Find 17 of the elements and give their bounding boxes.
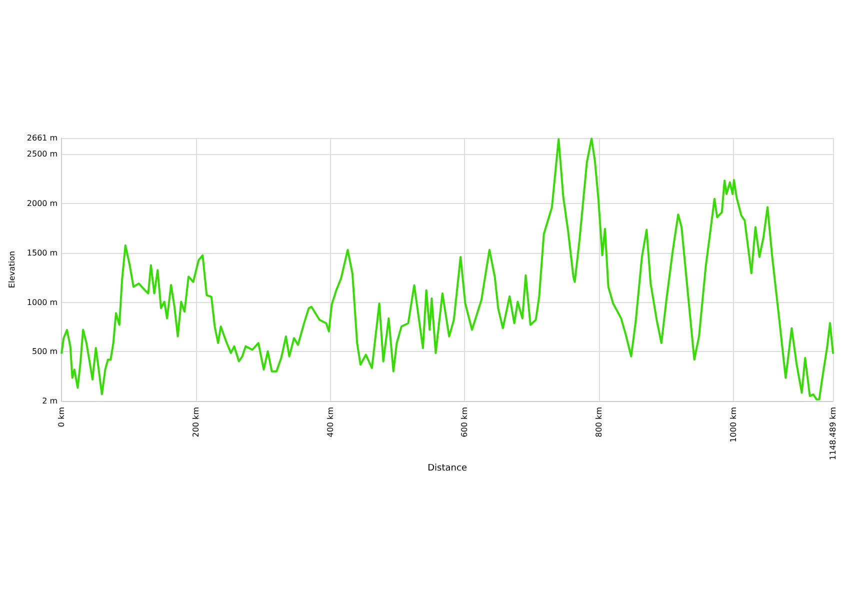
x-tick-label: 0 km [57,406,66,428]
y-tick-label: 2661 m [26,134,58,142]
x-tick-label: 400 km [326,406,335,438]
y-tick-label: 2000 m [26,198,58,208]
x-tick-label: 800 km [594,406,604,438]
x-tick-label: 1000 km [728,406,738,442]
y-tick-label: 500 m [32,347,58,356]
x-axis-title: Distance [428,464,468,474]
line-series [60,138,834,400]
y-tick-label: 1000 m [26,298,58,307]
x-tick-label: 1148.489 km [828,406,838,460]
y-tick-label: 2 m [42,396,58,406]
x-tick-label: 600 km [460,406,470,438]
y-tick-label: 2500 m [26,149,58,158]
y-tick-label: 1500 m [26,248,58,258]
y-axis-title: Elevation [8,250,16,288]
x-tick-label: 200 km [191,406,200,438]
